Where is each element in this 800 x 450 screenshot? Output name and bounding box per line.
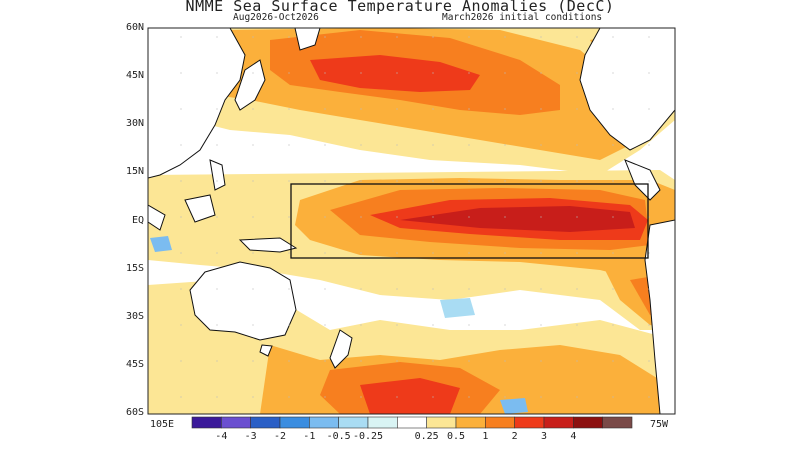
colorbar-label: 0.5 xyxy=(446,431,466,442)
plot-frame xyxy=(147,27,676,415)
colorbar-swatch xyxy=(397,416,427,429)
lat-label-60n: 60N xyxy=(125,22,144,33)
colorbar-swatch xyxy=(602,416,633,429)
colorbar-swatch xyxy=(221,416,251,429)
colorbar-swatch xyxy=(426,416,457,429)
lon-label-west: 105E xyxy=(150,419,175,430)
colorbar-label: -2 xyxy=(273,431,287,442)
lat-label-30s: 30S xyxy=(125,311,144,322)
colorbar xyxy=(191,416,633,429)
initial-conditions: March2026 initial conditions xyxy=(442,12,603,23)
colorbar-swatch xyxy=(279,416,310,429)
map-title: NMME Sea Surface Temperature Anomalies (… xyxy=(185,0,615,15)
colorbar-label: -1 xyxy=(303,431,316,442)
colorbar-swatch xyxy=(485,416,515,429)
colorbar-label: 3 xyxy=(540,431,548,442)
lat-label-45n: 45N xyxy=(125,70,144,81)
colorbar-label: 4 xyxy=(570,431,577,442)
colorbar-swatch xyxy=(455,416,486,429)
lat-label-30n: 30N xyxy=(125,118,144,129)
forecast-period: Aug2026-Oct2026 xyxy=(233,12,319,23)
grid xyxy=(148,28,675,414)
lat-label-15s: 15S xyxy=(125,263,144,274)
colorbar-label: -3 xyxy=(244,431,257,442)
lat-label-45s: 45S xyxy=(125,359,144,370)
colorbar-label: 2 xyxy=(511,431,518,442)
colorbar-label: 1 xyxy=(482,431,489,442)
nino-region-box xyxy=(290,183,649,259)
colorbar-label: -4 xyxy=(215,431,228,442)
colorbar-swatch xyxy=(367,416,398,429)
colorbar-swatch xyxy=(191,416,222,429)
colorbar-swatch xyxy=(573,416,603,429)
colorbar-swatch xyxy=(543,416,574,429)
lat-label-eq: EQ xyxy=(131,215,144,226)
colorbar-swatch xyxy=(309,416,339,429)
lat-label-15n: 15N xyxy=(125,166,144,177)
colorbar-label: 0.25 xyxy=(414,431,439,442)
lat-label-60s: 60S xyxy=(125,407,144,418)
lon-label-east: 75W xyxy=(650,419,669,430)
colorbar-label: -0.5 xyxy=(326,431,351,442)
colorbar-swatch xyxy=(250,416,281,429)
colorbar-swatch xyxy=(514,416,545,429)
colorbar-swatch xyxy=(338,416,369,429)
colorbar-label: -0.25 xyxy=(352,431,384,442)
